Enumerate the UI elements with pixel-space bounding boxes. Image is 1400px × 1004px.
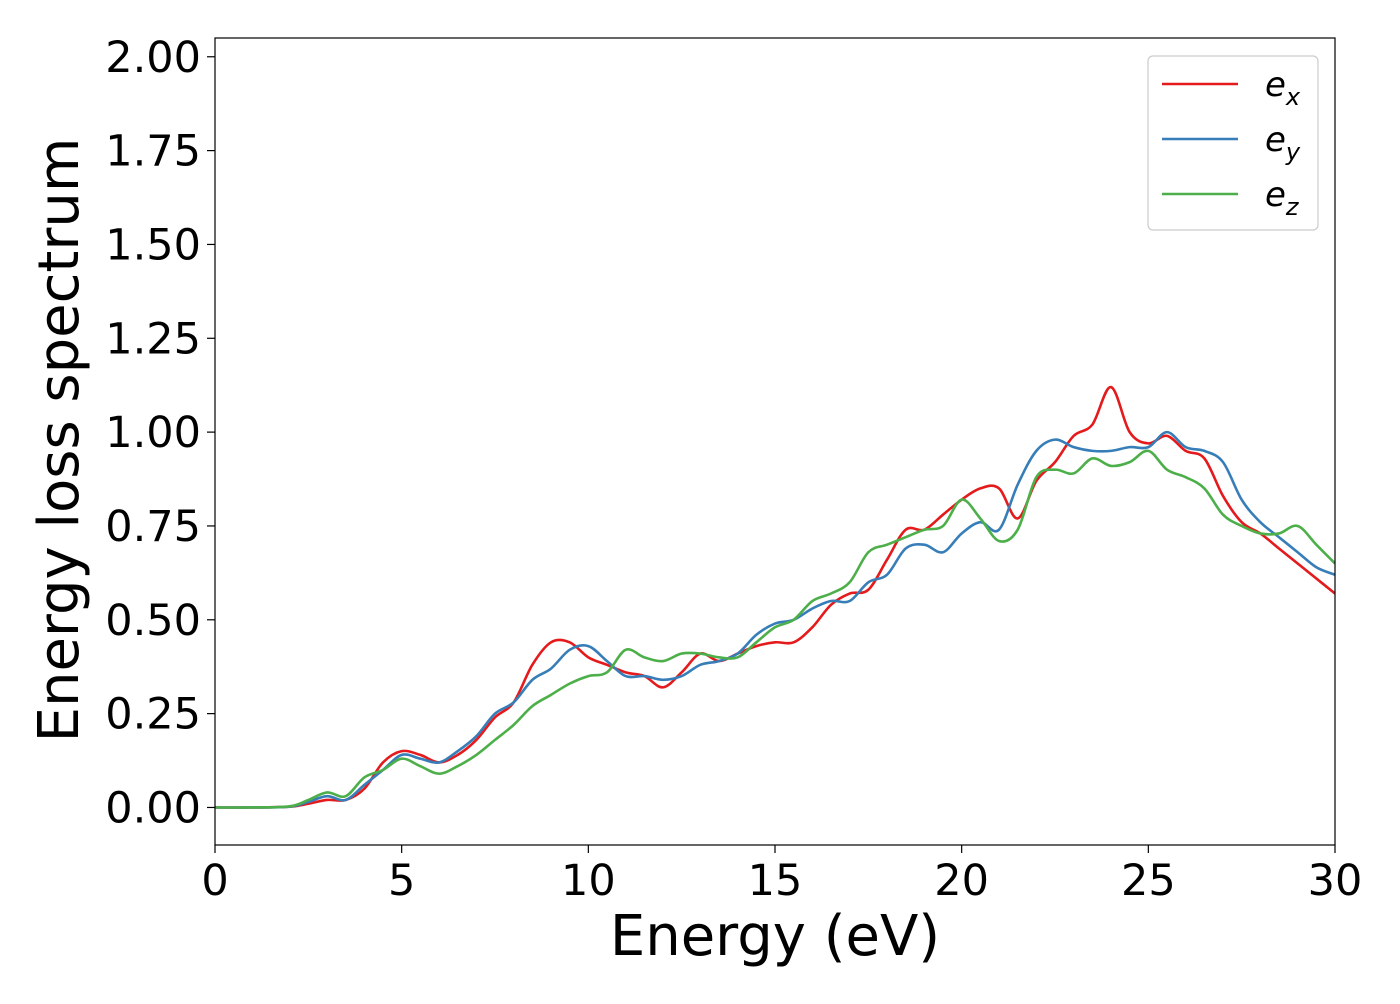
legend-label-y: ey bbox=[1265, 120, 1301, 166]
x-axis-title: Energy (eV) bbox=[610, 904, 940, 969]
series-line-z bbox=[215, 449, 1335, 809]
x-tick-label: 15 bbox=[748, 856, 803, 906]
y-tick-label: 2.00 bbox=[105, 33, 201, 83]
plot-area bbox=[215, 385, 1335, 809]
legend-label-x: ex bbox=[1265, 65, 1301, 111]
legend-label-z: ez bbox=[1265, 175, 1300, 221]
y-tick-label: 1.50 bbox=[105, 220, 201, 270]
series-line-y bbox=[215, 430, 1335, 809]
y-tick-label: 1.25 bbox=[105, 314, 201, 364]
x-tick-label: 5 bbox=[388, 856, 415, 906]
y-tick-label: 0.75 bbox=[105, 502, 201, 552]
axes: 0 5 10 15 20 25 30 0.00 0.25 0.50 0.75 1.00 1.25 1.50… bbox=[105, 33, 1362, 906]
y-tick-label: 1.00 bbox=[105, 408, 201, 458]
legend-label-subscript: z bbox=[1285, 193, 1300, 221]
y-tick-label: 0.00 bbox=[105, 783, 201, 833]
y-tick-label: 1.75 bbox=[105, 127, 201, 177]
legend-box bbox=[1147, 55, 1319, 231]
legend-label-subscript: y bbox=[1285, 138, 1301, 166]
x-tick-label: 30 bbox=[1308, 856, 1363, 906]
x-tick-label: 10 bbox=[561, 856, 616, 906]
y-tick-label: 0.50 bbox=[105, 596, 201, 646]
series-line-x bbox=[215, 385, 1335, 809]
y-axis-title: Energy loss spectrum bbox=[27, 138, 92, 743]
legend-label-base: e bbox=[1265, 65, 1286, 105]
x-tick-label: 25 bbox=[1121, 856, 1176, 906]
y-tick-label: 0.25 bbox=[105, 690, 201, 740]
x-tick-label: 0 bbox=[201, 856, 228, 906]
legend-label-subscript: x bbox=[1285, 83, 1301, 111]
x-tick-label: 20 bbox=[934, 856, 989, 906]
legend-label-base: e bbox=[1265, 175, 1286, 215]
legend-label-base: e bbox=[1265, 120, 1286, 160]
